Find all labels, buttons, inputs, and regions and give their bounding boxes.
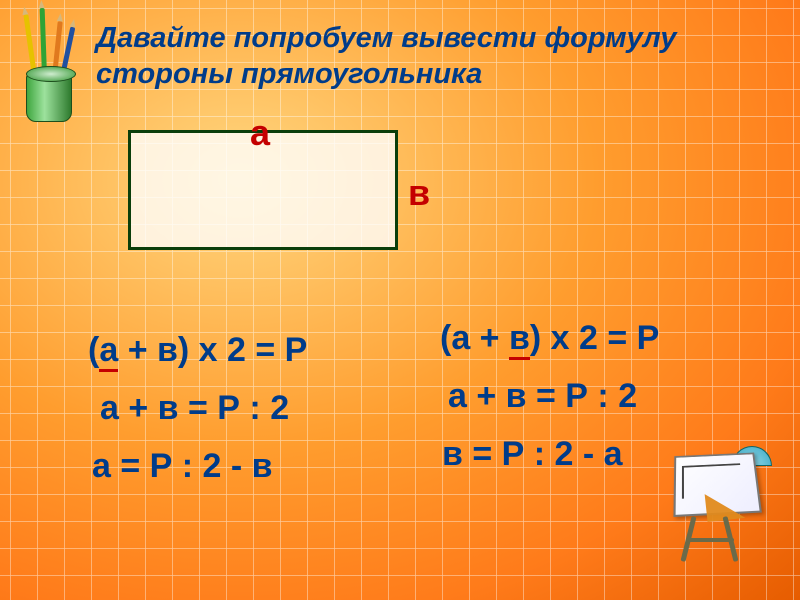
formula-line: (а + в) х 2 = Р bbox=[440, 310, 659, 368]
formula-text: (а + bbox=[440, 319, 509, 357]
drafting-table-icon bbox=[650, 442, 770, 562]
formula-line: а + в = Р : 2 bbox=[88, 380, 307, 438]
side-label-v: в bbox=[408, 172, 430, 214]
underlined-a: а bbox=[99, 331, 118, 372]
formula-text: ) х 2 = Р bbox=[530, 319, 659, 357]
formula-text: ( bbox=[88, 331, 99, 369]
formula-line: в = Р : 2 - а bbox=[440, 426, 659, 484]
slide-content: Давайте попробуем вывести формулу сторон… bbox=[0, 0, 800, 600]
table-crossbar-icon bbox=[686, 538, 734, 542]
formula-line: а + в = Р : 2 bbox=[440, 368, 659, 426]
formula-line: а = Р : 2 - в bbox=[88, 438, 307, 496]
slide-title: Давайте попробуем вывести формулу сторон… bbox=[96, 20, 740, 93]
side-label-a: а bbox=[250, 112, 270, 154]
formulas-right-column: (а + в) х 2 = Р а + в = Р : 2 в = Р : 2 … bbox=[440, 310, 659, 483]
underlined-v: в bbox=[509, 319, 530, 360]
formulas-left-column: (а + в) х 2 = Р а + в = Р : 2 а = Р : 2 … bbox=[88, 322, 307, 495]
pencil-cup-icon bbox=[18, 12, 86, 122]
formula-line: (а + в) х 2 = Р bbox=[88, 322, 307, 380]
formula-text: + в) х 2 = Р bbox=[118, 331, 307, 369]
cup-icon bbox=[26, 72, 72, 122]
